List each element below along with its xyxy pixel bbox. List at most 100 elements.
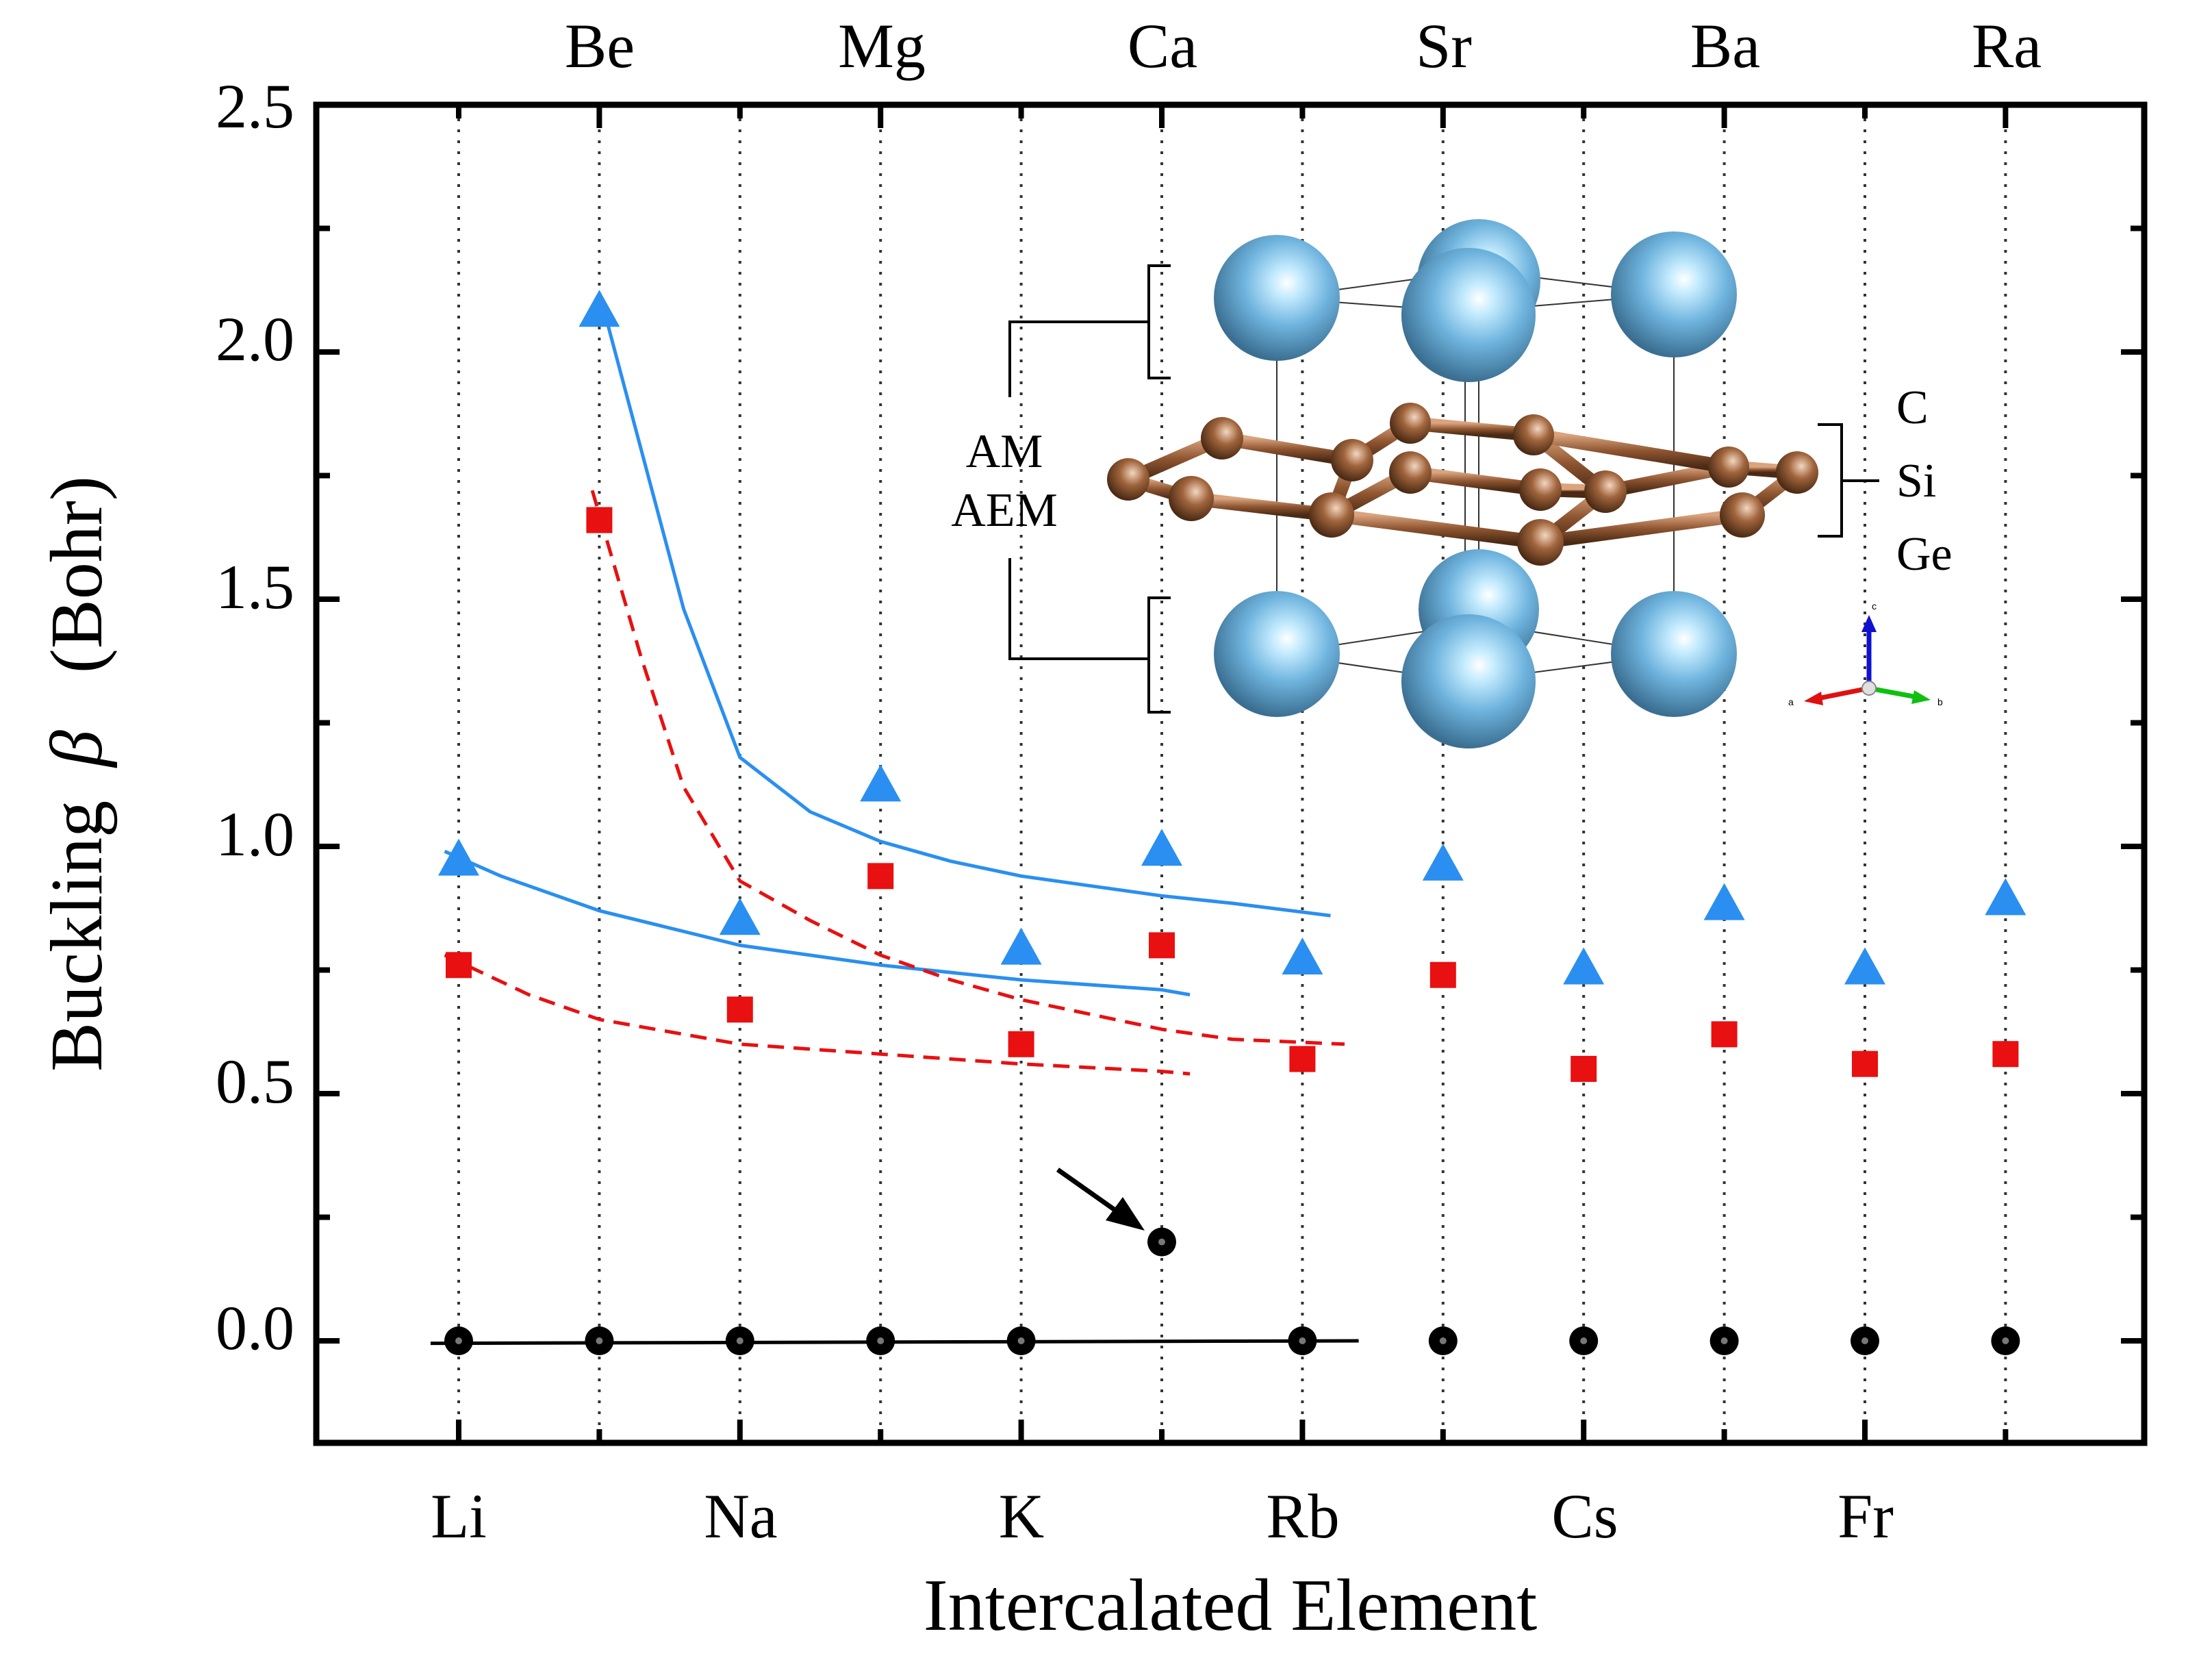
marker-si-sr <box>1429 961 1456 988</box>
marker-si-li <box>446 952 472 979</box>
inset-right-bracket <box>1818 423 1879 538</box>
fit-curve-ge-aem <box>597 292 1331 918</box>
marker-ge-rb <box>1282 937 1323 975</box>
layer-atom <box>1389 451 1432 494</box>
layer-atom <box>1584 470 1627 513</box>
y-tick-label: 1.0 <box>216 799 294 869</box>
y-tick-label: 2.0 <box>216 304 294 374</box>
marker-c-ba <box>1709 1326 1739 1355</box>
layer-atom <box>1517 519 1564 566</box>
x-axis-title: Intercalated Element <box>924 1565 1537 1646</box>
y-axis-title: Buckling β (Bohr) <box>36 476 118 1072</box>
fit-curve-si-am <box>444 953 1191 1076</box>
inset-label-si: Si <box>1896 455 1936 507</box>
layer-atom <box>1169 476 1214 521</box>
marker-ge-ba <box>1703 883 1745 920</box>
y-tick-label: 0.5 <box>216 1046 294 1116</box>
layer-atom <box>1107 458 1149 501</box>
fit-curve-ge-am <box>444 849 1191 997</box>
layer-atom <box>1519 468 1562 511</box>
layer-atom <box>1201 417 1243 459</box>
metal-atom <box>1214 235 1340 361</box>
x-top-label-sr: Sr <box>1416 11 1472 81</box>
y-tick-label: 1.5 <box>216 552 294 622</box>
marker-si-ba <box>1711 1021 1738 1048</box>
x-top-label-mg: Mg <box>838 11 926 81</box>
x-tick-label-rb: Rb <box>1266 1481 1339 1551</box>
axis-label-c: c <box>1872 601 1877 612</box>
inset-label-c: C <box>1896 381 1929 434</box>
inset-left-bracket <box>1008 264 1171 714</box>
marker-c-rb <box>1288 1326 1317 1355</box>
y-tick-label: 0.0 <box>216 1293 294 1363</box>
marker-si-be <box>586 507 613 533</box>
marker-c-na <box>725 1326 754 1355</box>
y-tick-label: 2.5 <box>216 71 294 141</box>
inset-label-ge: Ge <box>1896 528 1953 581</box>
marker-ge-k <box>1000 927 1042 965</box>
marker-si-fr <box>1852 1050 1878 1077</box>
metal-atom <box>1401 248 1536 382</box>
x-bottom-labels: Li Na K Rb Cs Fr <box>431 1481 1894 1551</box>
marker-si-cs <box>1571 1055 1597 1082</box>
marker-si-k <box>1008 1031 1034 1057</box>
marker-c-sr <box>1428 1326 1458 1355</box>
marker-c-cs <box>1569 1326 1599 1355</box>
y-axis-title-prefix: Buckling <box>36 801 118 1072</box>
marker-c-ca <box>1147 1227 1176 1257</box>
fit-curve-si-aem <box>590 490 1345 1046</box>
inset-label-am: AM <box>966 425 1043 478</box>
layer-atom <box>1331 439 1373 481</box>
y-axis-title-unit: (Bohr) <box>36 476 118 673</box>
x-top-label-ra: Ra <box>1972 11 2042 81</box>
axis-label-a: a <box>1788 696 1794 707</box>
metal-atom <box>1401 614 1536 748</box>
axis-triad: c a b <box>1788 601 1943 707</box>
axis-ticks <box>316 102 2144 1443</box>
y-tick-labels: 0.0 0.5 1.0 1.5 2.0 2.5 <box>216 71 294 1363</box>
marker-ge-li <box>438 838 479 876</box>
marker-c-k <box>1006 1326 1036 1355</box>
plot-frame <box>313 101 2148 1446</box>
marker-si-rb <box>1289 1046 1316 1072</box>
marker-ge-na <box>719 898 761 935</box>
marker-si-na <box>726 996 753 1023</box>
marker-c-li <box>444 1326 473 1355</box>
marker-c-mg <box>866 1326 895 1355</box>
svg-text:Buckling β (Bohr): Buckling β (Bohr) <box>36 476 118 1072</box>
layer-atom <box>1776 451 1818 494</box>
y-axis-title-symbol: β <box>36 730 118 768</box>
axis-label-b: b <box>1937 696 1943 707</box>
x-top-labels: Be Mg Ca Sr Ba Ra <box>565 11 2042 81</box>
data-markers <box>438 290 2026 1355</box>
crystal-inset: AM AEM <box>951 219 1953 748</box>
marker-ge-be <box>579 290 620 327</box>
layer-atom <box>1513 414 1554 455</box>
layer-atom <box>1720 492 1765 538</box>
x-tick-label-fr: Fr <box>1838 1481 1894 1551</box>
marker-ge-fr <box>1844 947 1885 985</box>
marker-c-be <box>585 1326 614 1355</box>
x-tick-label-k: K <box>999 1481 1044 1551</box>
x-top-label-be: Be <box>565 11 635 81</box>
metal-atom <box>1611 231 1737 357</box>
marker-ge-ca <box>1141 829 1182 866</box>
marker-ge-sr <box>1422 843 1464 881</box>
marker-si-mg <box>867 863 894 890</box>
x-top-label-ca: Ca <box>1128 11 1197 81</box>
metal-atom <box>1214 591 1340 717</box>
marker-si-ca <box>1149 932 1175 959</box>
inset-label-aem: AEM <box>951 484 1058 537</box>
x-top-label-ba: Ba <box>1690 11 1760 81</box>
annotation-arrow <box>1056 1168 1145 1231</box>
layer-atom <box>1708 446 1749 488</box>
x-tick-label-li: Li <box>431 1481 487 1551</box>
layer-atom <box>1390 403 1431 444</box>
metal-atom <box>1611 591 1737 717</box>
x-tick-label-na: Na <box>704 1481 777 1551</box>
marker-c-fr <box>1851 1326 1879 1355</box>
marker-ge-ra <box>1985 878 2026 916</box>
layer-atom <box>1309 492 1354 538</box>
marker-ge-cs <box>1563 947 1605 985</box>
